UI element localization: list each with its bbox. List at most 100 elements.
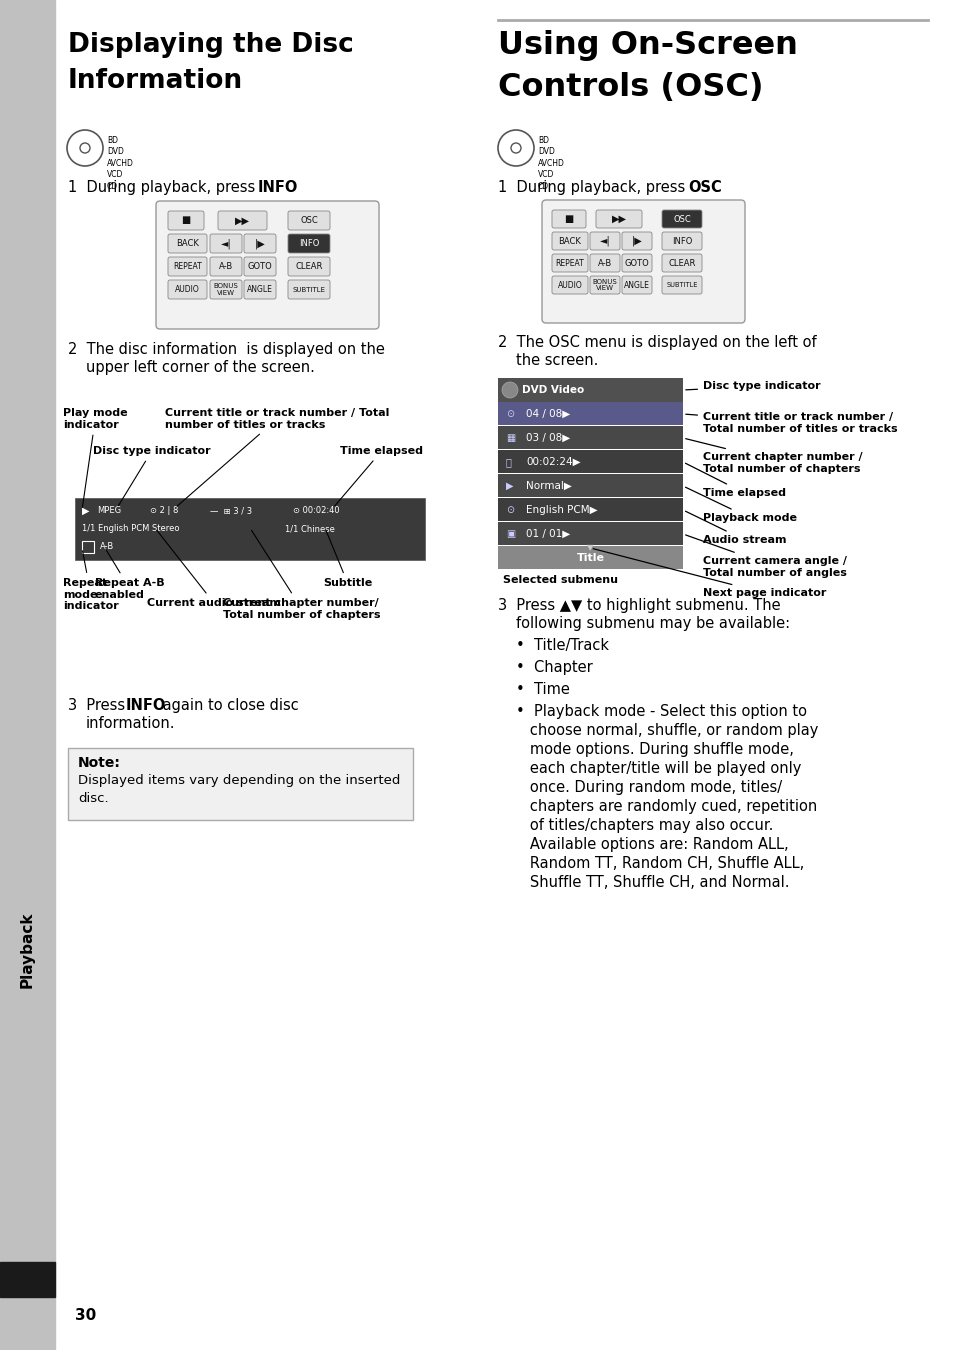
Text: Current audio stream: Current audio stream (147, 531, 280, 608)
FancyBboxPatch shape (210, 234, 242, 252)
FancyBboxPatch shape (210, 256, 242, 275)
Text: ■: ■ (181, 216, 191, 225)
Bar (497, 545, 682, 568)
Text: Playback mode: Playback mode (685, 487, 796, 522)
Text: ▶: ▶ (82, 506, 90, 516)
Text: Information: Information (68, 68, 243, 94)
Text: chapters are randomly cued, repetition: chapters are randomly cued, repetition (516, 799, 817, 814)
Text: 2  The disc information  is displayed on the: 2 The disc information is displayed on t… (68, 342, 384, 356)
Text: Time elapsed: Time elapsed (685, 463, 785, 498)
FancyBboxPatch shape (589, 275, 619, 294)
FancyBboxPatch shape (210, 279, 242, 298)
Text: 1  During playback, press: 1 During playback, press (68, 180, 259, 194)
Text: information.: information. (86, 716, 175, 730)
Text: Normal▶: Normal▶ (525, 481, 571, 491)
FancyBboxPatch shape (244, 256, 275, 275)
Text: INFO: INFO (298, 239, 319, 248)
Text: each chapter/title will be played only: each chapter/title will be played only (516, 761, 801, 776)
Text: Controls (OSC): Controls (OSC) (497, 72, 762, 103)
Text: Using On-Screen: Using On-Screen (497, 30, 797, 61)
Bar (497, 498, 682, 521)
Text: SUBTITLE: SUBTITLE (293, 286, 325, 293)
Text: Current title or track number / Total
number of titles or tracks: Current title or track number / Total nu… (165, 408, 389, 506)
Text: ▣: ▣ (505, 529, 515, 539)
Text: mode options. During shuffle mode,: mode options. During shuffle mode, (516, 743, 793, 757)
Text: GOTO: GOTO (624, 258, 649, 267)
Text: Note:: Note: (78, 756, 121, 770)
Text: upper left corner of the screen.: upper left corner of the screen. (86, 360, 314, 375)
Bar (0, 0, 55, 1350)
Text: .: . (288, 180, 293, 194)
Text: Shuffle TT, Shuffle CH, and Normal.: Shuffle TT, Shuffle CH, and Normal. (516, 875, 789, 890)
Text: •  Time: • Time (516, 682, 569, 697)
Text: Repeat A-B
enabled: Repeat A-B enabled (95, 551, 165, 599)
Text: CLEAR: CLEAR (668, 258, 695, 267)
Text: ⊙: ⊙ (505, 409, 514, 418)
Text: 3  Press ▲▼ to highlight submenu. The: 3 Press ▲▼ to highlight submenu. The (497, 598, 780, 613)
Text: Time elapsed: Time elapsed (335, 446, 422, 506)
Text: INFO: INFO (126, 698, 166, 713)
Text: BONUS
VIEW: BONUS VIEW (592, 278, 617, 292)
Text: ◄|: ◄| (599, 236, 610, 246)
Circle shape (501, 382, 517, 398)
Text: ANGLE: ANGLE (623, 281, 649, 289)
Bar (497, 522, 682, 545)
FancyBboxPatch shape (552, 254, 587, 271)
Text: Available options are: Random ALL,: Available options are: Random ALL, (516, 837, 788, 852)
Text: Displaying the Disc: Displaying the Disc (68, 32, 354, 58)
Text: English PCM▶: English PCM▶ (525, 505, 597, 514)
Bar (497, 427, 682, 450)
Text: 03 / 08▶: 03 / 08▶ (525, 433, 570, 443)
Text: SUBTITLE: SUBTITLE (665, 282, 697, 288)
Text: ⏱: ⏱ (505, 458, 512, 467)
FancyBboxPatch shape (621, 232, 651, 250)
Bar (497, 474, 682, 497)
Text: ANGLE: ANGLE (247, 285, 273, 294)
Bar (497, 450, 682, 472)
FancyBboxPatch shape (589, 254, 619, 271)
FancyBboxPatch shape (244, 234, 275, 252)
FancyBboxPatch shape (661, 254, 701, 271)
Text: GOTO: GOTO (248, 262, 273, 271)
FancyBboxPatch shape (244, 279, 275, 298)
Text: ▦: ▦ (505, 433, 515, 443)
Text: Disc type indicator: Disc type indicator (685, 381, 820, 392)
Text: Repeat
mode
indicator: Repeat mode indicator (63, 551, 118, 612)
FancyBboxPatch shape (621, 275, 651, 294)
FancyBboxPatch shape (596, 211, 641, 228)
Text: Current chapter number/
Total number of chapters: Current chapter number/ Total number of … (223, 531, 380, 620)
Bar (497, 378, 682, 402)
FancyBboxPatch shape (168, 211, 204, 230)
Text: |▶: |▶ (254, 238, 265, 248)
Text: Current title or track number /
Total number of titles or tracks: Current title or track number / Total nu… (685, 412, 897, 433)
Text: REPEAT: REPEAT (555, 258, 584, 267)
Text: 04 / 08▶: 04 / 08▶ (525, 409, 570, 418)
Text: Current camera angle /
Total number of angles: Current camera angle / Total number of a… (685, 535, 846, 578)
Text: Disc type indicator: Disc type indicator (92, 446, 211, 506)
Text: Next page indicator: Next page indicator (593, 548, 825, 598)
Text: DVD Video: DVD Video (521, 385, 583, 396)
Text: ▶▶: ▶▶ (234, 216, 250, 225)
Text: once. During random mode, titles/: once. During random mode, titles/ (516, 780, 781, 795)
Text: Subtitle: Subtitle (323, 531, 372, 589)
Text: ⊙ 2 | 8: ⊙ 2 | 8 (150, 506, 178, 514)
Text: Current chapter number /
Total number of chapters: Current chapter number / Total number of… (685, 439, 862, 474)
Text: A-B: A-B (100, 541, 114, 551)
Text: •  Playback mode - Select this option to: • Playback mode - Select this option to (516, 703, 806, 720)
FancyBboxPatch shape (168, 256, 207, 275)
Text: ◄|: ◄| (220, 238, 232, 248)
Text: ▼: ▼ (587, 543, 593, 552)
Text: BD
DVD
AVCHD
VCD
CD: BD DVD AVCHD VCD CD (537, 136, 564, 190)
FancyBboxPatch shape (288, 234, 330, 252)
Text: Play mode
indicator: Play mode indicator (63, 408, 128, 508)
Text: 1  During playback, press: 1 During playback, press (497, 180, 689, 194)
FancyBboxPatch shape (156, 201, 378, 329)
Text: following submenu may be available:: following submenu may be available: (516, 616, 789, 630)
Text: •  Title/Track: • Title/Track (516, 639, 608, 653)
Text: 3  Press: 3 Press (68, 698, 130, 713)
FancyBboxPatch shape (589, 232, 619, 250)
Text: MPEG: MPEG (97, 506, 121, 514)
Text: BONUS
VIEW: BONUS VIEW (213, 284, 238, 296)
FancyBboxPatch shape (661, 211, 701, 228)
Text: ⊙ 00:02:40: ⊙ 00:02:40 (293, 506, 339, 514)
